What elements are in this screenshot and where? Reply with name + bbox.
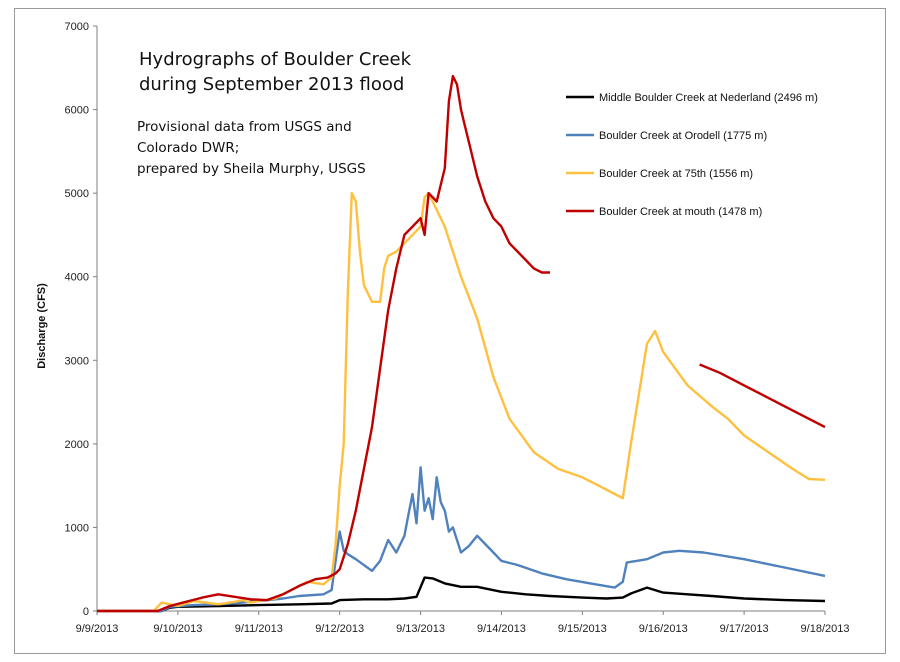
chart-title-line-1: Hydrographs of Boulder Creek: [139, 49, 412, 70]
annotation-line-1: Provisional data from USGS and: [137, 119, 352, 135]
annotation-line-3: prepared by Sheila Murphy, USGS: [137, 161, 366, 177]
series-line-1: [97, 576, 826, 613]
x-tick-label: 9/13/2013: [396, 623, 445, 635]
x-tick-label: 9/18/2013: [801, 623, 850, 635]
y-tick-label: 0: [83, 606, 89, 618]
series-line-3: [97, 191, 826, 613]
y-tick-label: 3000: [65, 355, 89, 367]
legend: Middle Boulder Creek at Nederland (2496 …: [566, 92, 818, 218]
x-tick-label: 9/14/2013: [477, 623, 526, 635]
x-tick-label: 9/10/2013: [153, 623, 202, 635]
x-tick-label: 9/11/2013: [235, 623, 283, 635]
chart-title-line-2: during September 2013 flood: [139, 74, 404, 95]
y-tick-labels: 0 1000 2000 3000 4000 5000 6000 7000: [65, 21, 97, 618]
series-line-2: [97, 466, 826, 613]
y-axis-label: Discharge (CFS): [36, 283, 48, 369]
x-tick-labels: 9/9/2013 9/10/2013 9/11/2013 9/12/2013 9/13/…: [76, 611, 850, 635]
series-line-4: [97, 74, 550, 613]
y-tick-label: 5000: [65, 188, 89, 200]
y-tick-label: 6000: [65, 105, 89, 117]
series-lines: [97, 74, 826, 613]
y-tick-label: 2000: [65, 439, 89, 451]
y-tick-label: 7000: [65, 21, 89, 33]
x-tick-label: 9/16/2013: [639, 623, 688, 635]
x-tick-label: 9/9/2013: [76, 623, 119, 635]
y-tick-label: 1000: [65, 522, 89, 534]
legend-entry: Boulder Creek at Orodell (1775 m): [599, 130, 767, 142]
legend-entry: Boulder Creek at 75th (1556 m): [599, 168, 753, 180]
axes: [96, 26, 825, 612]
annotation-line-2: Colorado DWR;: [137, 140, 239, 156]
x-tick-label: 9/15/2013: [558, 623, 607, 635]
legend-entry: Middle Boulder Creek at Nederland (2496 …: [599, 92, 818, 104]
y-tick-label: 4000: [65, 272, 89, 284]
chart-frame: 0 1000 2000 3000 4000 5000 6000 7000 9/9/2013 9/…: [14, 8, 886, 654]
x-tick-label: 9/17/2013: [720, 623, 769, 635]
series-line-4: [699, 363, 826, 429]
x-tick-label: 9/12/2013: [315, 623, 364, 635]
legend-entry: Boulder Creek at mouth (1478 m): [599, 206, 762, 218]
